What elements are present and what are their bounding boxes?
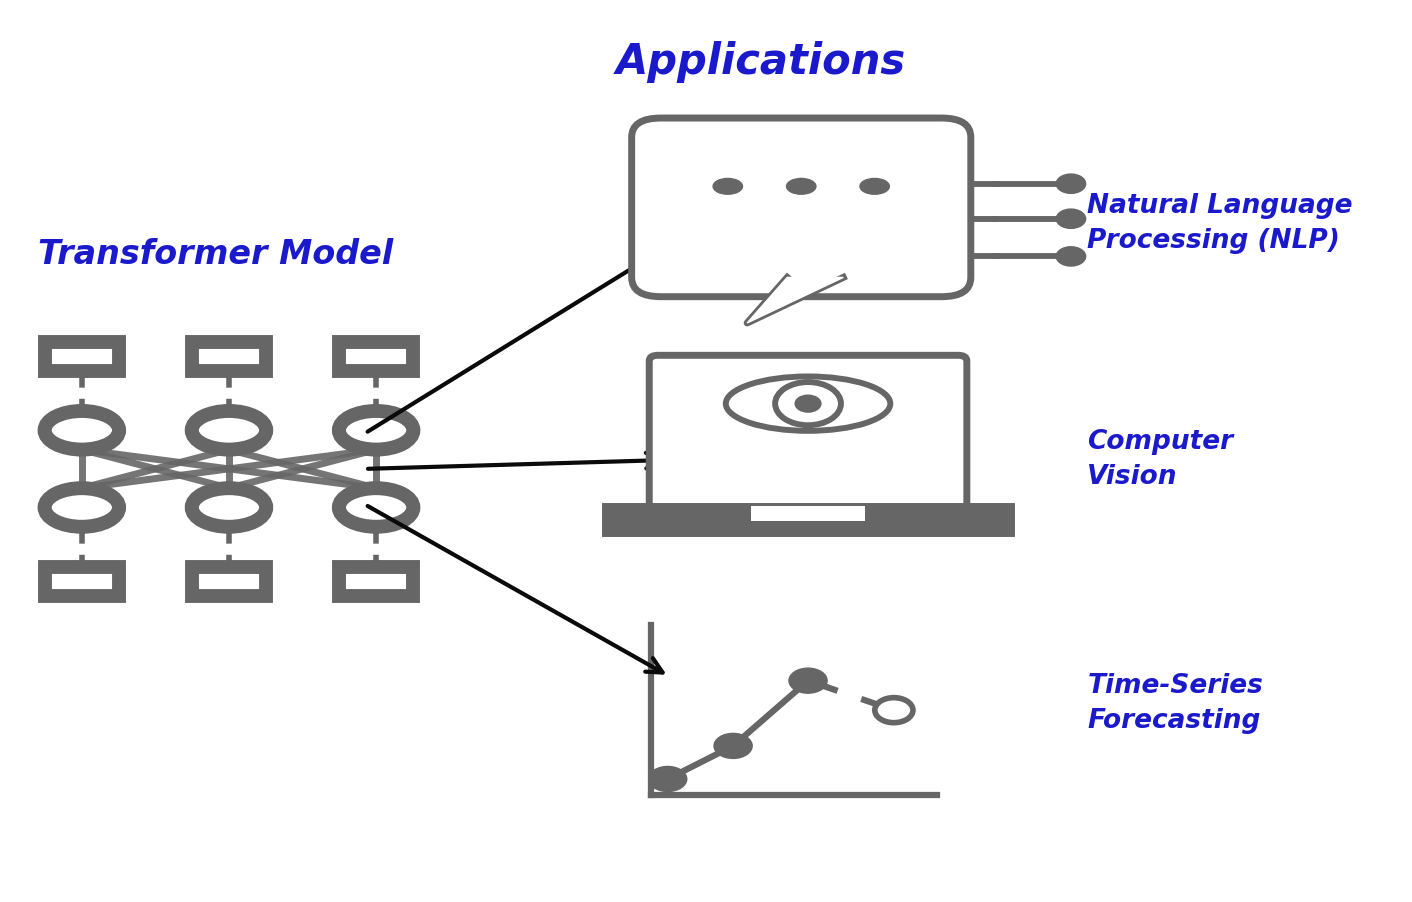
Ellipse shape [192, 488, 267, 527]
Ellipse shape [726, 376, 891, 431]
Circle shape [1056, 247, 1086, 266]
Circle shape [789, 668, 827, 693]
FancyBboxPatch shape [650, 355, 967, 512]
FancyBboxPatch shape [751, 506, 866, 520]
FancyBboxPatch shape [339, 342, 412, 371]
Ellipse shape [713, 179, 743, 194]
FancyBboxPatch shape [339, 567, 412, 596]
FancyBboxPatch shape [606, 506, 1011, 533]
FancyBboxPatch shape [192, 342, 265, 371]
Ellipse shape [45, 411, 119, 449]
Circle shape [1056, 209, 1086, 228]
Ellipse shape [45, 488, 119, 527]
Ellipse shape [192, 411, 267, 449]
Text: Transformer Model: Transformer Model [38, 238, 394, 271]
Circle shape [775, 382, 842, 425]
Circle shape [648, 767, 686, 791]
FancyBboxPatch shape [192, 567, 265, 596]
Circle shape [714, 733, 753, 759]
FancyBboxPatch shape [45, 342, 119, 371]
Circle shape [795, 395, 820, 412]
Circle shape [1056, 174, 1086, 193]
Ellipse shape [860, 179, 890, 194]
FancyBboxPatch shape [631, 118, 971, 297]
Ellipse shape [339, 411, 414, 449]
Ellipse shape [339, 488, 414, 527]
Text: Computer
Vision: Computer Vision [1087, 429, 1234, 491]
Ellipse shape [786, 179, 816, 194]
Polygon shape [747, 278, 843, 323]
Text: Natural Language
Processing (NLP): Natural Language Processing (NLP) [1087, 193, 1353, 253]
Text: Applications: Applications [616, 41, 905, 83]
Circle shape [875, 697, 914, 723]
Text: Time-Series
Forecasting: Time-Series Forecasting [1087, 673, 1264, 733]
FancyBboxPatch shape [45, 567, 119, 596]
